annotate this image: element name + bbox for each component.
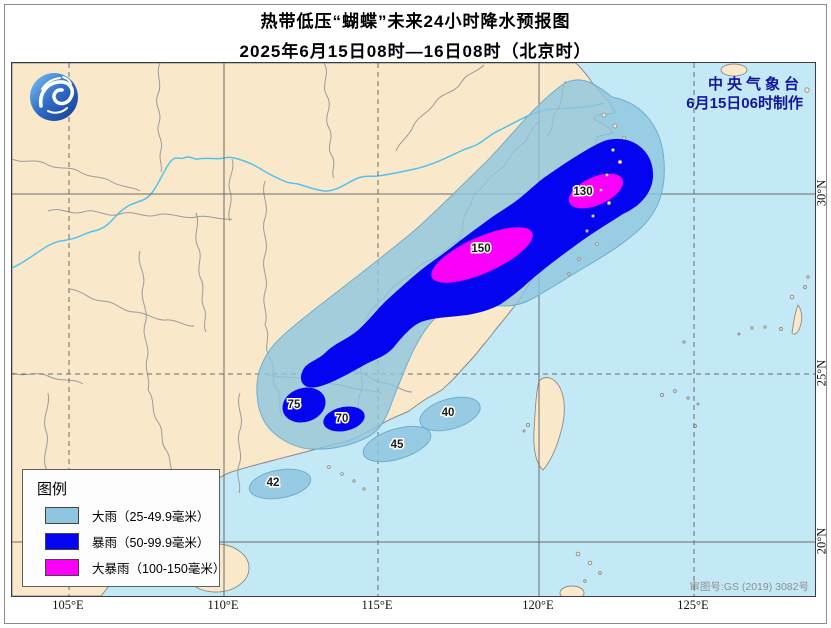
rain-amount-label: 40 (442, 407, 455, 419)
agency-watermark: 中央气象台 6月15日06时制作 (686, 75, 803, 113)
rain-amount-label: 45 (391, 439, 404, 451)
legend-item-severe-rainstorm: 大暴雨（100-150毫米） (45, 558, 225, 577)
lon-tick-110e: 110°E (207, 598, 239, 612)
cma-logo-icon (30, 73, 78, 121)
rain-amount-label: 42 (267, 477, 280, 489)
legend-item-heavy-rain: 大雨（25-49.9毫米） (45, 506, 219, 525)
legend-item-label: 大暴雨（100-150毫米） (92, 562, 226, 576)
lat-tick-20n: 20°N (814, 527, 829, 555)
precipitation-bands (248, 79, 665, 500)
agency-name: 中央气象台 (707, 76, 803, 93)
lon-tick-125e: 125°E (677, 598, 709, 612)
legend-title: 图例 (37, 481, 68, 498)
forecast-map: 150 130 75 70 40 45 42 中央气象台 6月15日06时制作 … (11, 62, 816, 597)
map-title: 热带低压“蝴蝶”未来24小时降水预报图 (260, 12, 571, 31)
legend-item-label: 大雨（25-49.9毫米） (92, 510, 210, 524)
luzon-tip (559, 585, 585, 596)
issue-time: 6月15日06时制作 (686, 95, 803, 112)
legend-item-label: 暴雨（50-99.9毫米） (92, 536, 210, 550)
heavy-rain-area-42 (248, 468, 312, 500)
severe-rainstorm-swatch (45, 559, 79, 576)
heavy-rain-area-40 (419, 396, 481, 432)
rainstorm-area-75 (282, 387, 326, 423)
lon-tick-115e: 115°E (361, 598, 393, 612)
rain-amount-labels: 150 130 75 70 40 45 42 (265, 185, 594, 491)
legend-item-rainstorm: 暴雨（50-99.9毫米） (45, 532, 219, 551)
heavy-rain-swatch (45, 507, 79, 524)
jeju-island (720, 63, 748, 77)
heavy-rain-area-45 (362, 425, 432, 463)
yangtze-river (12, 102, 605, 269)
rainstorm-area-70 (323, 406, 365, 432)
map-license-number: 审图号:GS (2019) 3082号 (689, 581, 809, 593)
severe-rainstorm-core-150 (431, 227, 533, 283)
rain-amount-label: 130 (573, 186, 592, 198)
severe-rainstorm-core-130 (568, 173, 624, 209)
taiwan-island (533, 377, 565, 471)
lon-tick-120e: 120°E (522, 598, 554, 612)
lat-tick-30n: 30°N (814, 179, 829, 207)
okinawa-island (791, 304, 803, 335)
legend: 图例 大雨（25-49.9毫米） 暴雨（50-99.9毫米） 大暴雨（100-1… (22, 469, 225, 587)
rain-amount-label: 70 (336, 413, 349, 425)
lat-tick-25n: 25°N (814, 359, 829, 387)
rain-amount-label: 75 (288, 399, 301, 411)
rain-amount-label: 150 (471, 243, 490, 255)
lon-tick-105e: 105°E (52, 598, 84, 612)
rainstorm-swatch (45, 533, 79, 550)
map-subtitle: 2025年6月15日08时—16日08时（北京时） (239, 42, 592, 61)
coastal-islets (327, 112, 626, 491)
title-block: 热带低压“蝴蝶”未来24小时降水预报图 2025年6月15日08时—16日08时… (0, 7, 831, 62)
